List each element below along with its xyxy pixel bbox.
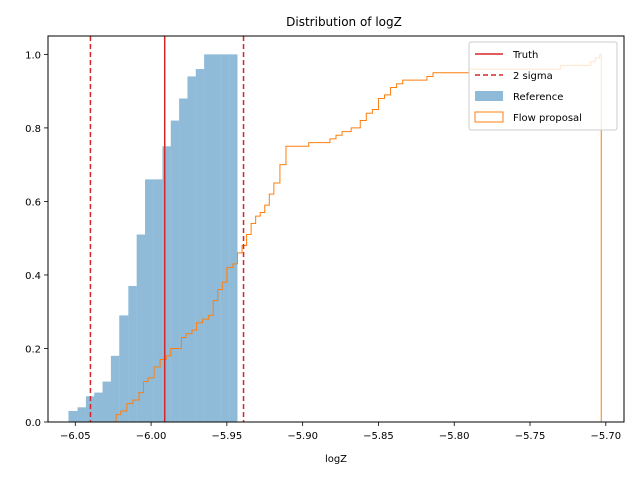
x-axis: −6.05 −6.00 −5.95 −5.90 −5.85 −5.80 −5.75 −5.70 <box>60 422 621 442</box>
legend-flow-swatch <box>474 111 504 123</box>
legend-truth-label: Truth <box>512 50 538 61</box>
reference-bar <box>162 146 171 423</box>
legend-frame <box>468 41 618 131</box>
reference-bar <box>153 179 163 422</box>
y-tick-label: 0.8 <box>25 124 41 135</box>
y-tick-label: 0.4 <box>25 271 41 282</box>
x-tick-label: −5.80 <box>439 431 470 442</box>
x-tick-label: −5.95 <box>212 431 243 442</box>
legend-reference-swatch <box>475 91 503 101</box>
flow-proposal-step <box>115 53 602 422</box>
x-tick-label: −5.75 <box>515 431 546 442</box>
reference-bar <box>187 76 196 422</box>
reference-bar <box>136 234 146 422</box>
reference-bar <box>110 355 120 422</box>
reference-bar <box>119 315 129 422</box>
legend: Truth 2 sigma Reference Flow proposal <box>468 41 618 131</box>
reference-bar <box>229 54 238 422</box>
y-tick-label: 0.6 <box>25 197 41 208</box>
x-tick-label: −5.85 <box>363 431 394 442</box>
chart-title: Distribution of logZ <box>286 15 402 29</box>
x-axis-label: logZ <box>325 454 347 465</box>
reference-bar <box>195 69 205 422</box>
y-axis: 0.0 0.2 0.4 0.6 0.8 1.0 <box>25 50 48 429</box>
reference-bar <box>179 98 188 422</box>
reference-bar <box>128 285 137 422</box>
legend-flow-label: Flow proposal <box>513 113 582 124</box>
reference-bar <box>220 54 230 422</box>
reference-bar <box>212 54 221 422</box>
y-tick-label: 0.0 <box>25 418 41 429</box>
x-tick-label: −5.90 <box>287 431 318 442</box>
plot-frame <box>47 35 625 423</box>
reference-bar <box>170 120 180 423</box>
x-tick-label: −5.70 <box>590 431 621 442</box>
reference-bar <box>102 381 111 422</box>
flow-proposal-line <box>115 53 602 422</box>
reference-bar <box>85 396 95 422</box>
reference-lines <box>89 36 245 422</box>
reference-bar <box>94 392 103 422</box>
y-tick-label: 0.2 <box>25 344 41 355</box>
x-tick-label: −6.05 <box>60 431 91 442</box>
reference-bar <box>204 54 213 422</box>
reference-bar <box>68 410 78 422</box>
y-tick-label: 1.0 <box>25 50 41 61</box>
legend-reference-label: Reference <box>513 92 563 103</box>
reference-bars <box>68 54 238 423</box>
legend-2sigma-label: 2 sigma <box>513 71 553 82</box>
reference-bar <box>77 407 86 422</box>
reference-bar <box>145 179 154 422</box>
x-tick-label: −6.00 <box>136 431 167 442</box>
